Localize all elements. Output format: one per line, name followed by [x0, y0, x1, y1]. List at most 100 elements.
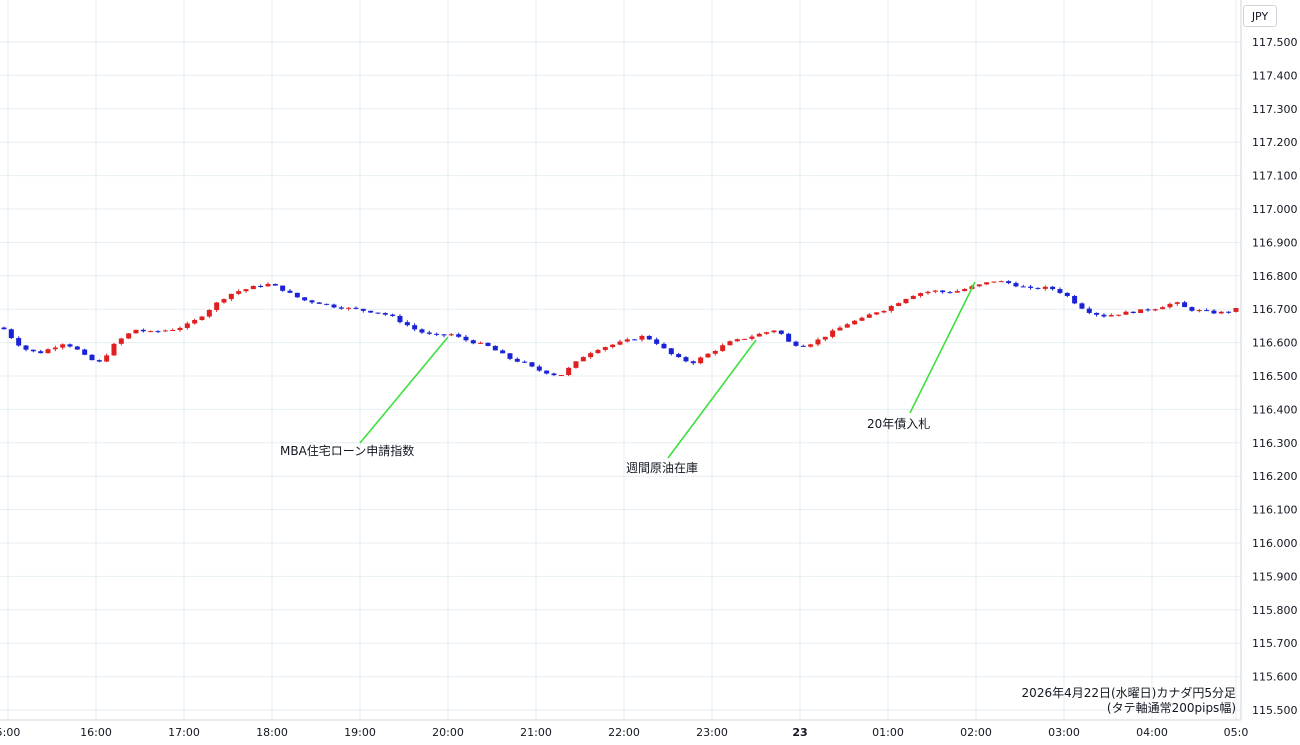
candle	[1064, 292, 1070, 298]
price-axis[interactable]: 117.500 117.400 117.300 117.200 117.100 117.0…	[1252, 36, 1298, 717]
candle-body	[1072, 295, 1078, 304]
candle	[1145, 308, 1151, 312]
candle-body	[8, 329, 14, 339]
candle	[756, 332, 762, 337]
candle-body	[133, 329, 139, 334]
candle-body	[602, 347, 608, 350]
price-tick-label: 116.600	[1252, 337, 1298, 350]
candle-body	[1218, 311, 1224, 314]
candle-body	[1050, 286, 1056, 290]
candle-body	[316, 302, 322, 304]
price-tick-label: 116.300	[1252, 437, 1298, 450]
candle-body	[1057, 289, 1063, 293]
candle-body	[1130, 311, 1136, 313]
candle-body	[830, 330, 836, 337]
candle	[485, 342, 491, 347]
candle-body	[250, 285, 256, 290]
candle	[617, 339, 623, 346]
candle	[463, 335, 469, 342]
candle-body	[617, 341, 623, 345]
candle	[698, 356, 704, 365]
candle-body	[676, 354, 682, 358]
candle-body	[668, 348, 674, 355]
candle	[1160, 306, 1166, 310]
candle-body	[287, 290, 293, 293]
time-axis[interactable]: 5:00 16:00 17:00 18:00 19:00 20:00 21:00 22:00 2…	[0, 726, 1248, 739]
candle-body	[976, 284, 982, 287]
candle-body	[353, 307, 359, 309]
candle	[1152, 308, 1158, 312]
candle-body	[192, 319, 198, 324]
candle	[331, 303, 337, 309]
candle-body	[221, 299, 227, 303]
candle	[162, 329, 168, 332]
candle-body	[148, 331, 154, 333]
candle	[1108, 313, 1114, 317]
candle-body	[170, 330, 176, 332]
annotation-label: 20年債入札	[867, 416, 930, 431]
candle-body	[1123, 311, 1129, 315]
candle	[551, 372, 557, 377]
candle-body	[1020, 286, 1026, 288]
candle-body	[60, 344, 66, 348]
time-tick-label: 18:00	[256, 726, 288, 739]
candle-body	[764, 332, 770, 334]
candle-body	[1226, 311, 1232, 313]
candle-body	[236, 291, 242, 294]
price-tick-label: 117.100	[1252, 170, 1298, 183]
candle-body	[1013, 283, 1019, 287]
candle	[52, 345, 58, 352]
candle-body	[918, 293, 924, 296]
candle	[30, 349, 36, 353]
candle-body	[214, 302, 220, 310]
candle-body	[412, 325, 418, 330]
event-annotation[interactable]: MBA住宅ローン申請指数	[280, 336, 449, 458]
candle-body	[1086, 308, 1092, 313]
candle-body	[228, 293, 234, 300]
candle-body	[1160, 307, 1166, 310]
candle-body	[874, 312, 880, 315]
event-annotation[interactable]: 20年債入札	[867, 281, 976, 431]
candle	[243, 288, 249, 293]
candle	[236, 289, 242, 296]
candle	[918, 292, 924, 298]
time-tick-label: 21:00	[520, 726, 552, 739]
candle-body	[45, 349, 51, 354]
candle	[492, 345, 498, 351]
time-tick-label: 20:00	[432, 726, 464, 739]
candle	[771, 330, 777, 334]
candle-body	[698, 357, 704, 364]
candle	[316, 302, 322, 304]
candle	[859, 316, 865, 322]
candle	[375, 312, 381, 315]
candle	[1138, 309, 1144, 314]
price-tick-label: 116.700	[1252, 303, 1298, 316]
candle-body	[1189, 307, 1195, 311]
candle	[661, 342, 667, 349]
candle	[8, 328, 14, 340]
candle-body	[800, 345, 806, 347]
caption-line-1: 2026年4月22日(水曜日)カナダ円5分足	[1021, 686, 1236, 700]
time-tick-label: 23	[792, 726, 807, 739]
candle-body	[1101, 314, 1107, 317]
candle	[507, 352, 513, 361]
candle-body	[881, 310, 887, 313]
candle-body	[720, 345, 726, 351]
candle	[353, 306, 359, 310]
candle-body	[793, 341, 799, 346]
candle	[602, 346, 608, 352]
candle-body	[1152, 309, 1158, 311]
candle-body	[38, 351, 44, 354]
candle-body	[522, 361, 528, 363]
candle	[184, 321, 190, 330]
candle	[595, 348, 601, 354]
candle-body	[646, 335, 652, 340]
candle-body	[500, 350, 506, 354]
candle-body	[998, 281, 1004, 283]
event-annotation[interactable]: 週間原油在庫	[626, 339, 757, 475]
price-tick-label: 117.200	[1252, 136, 1298, 149]
currency-label[interactable]: JPY	[1243, 5, 1277, 27]
candle	[1086, 306, 1092, 315]
candle	[1050, 285, 1056, 291]
